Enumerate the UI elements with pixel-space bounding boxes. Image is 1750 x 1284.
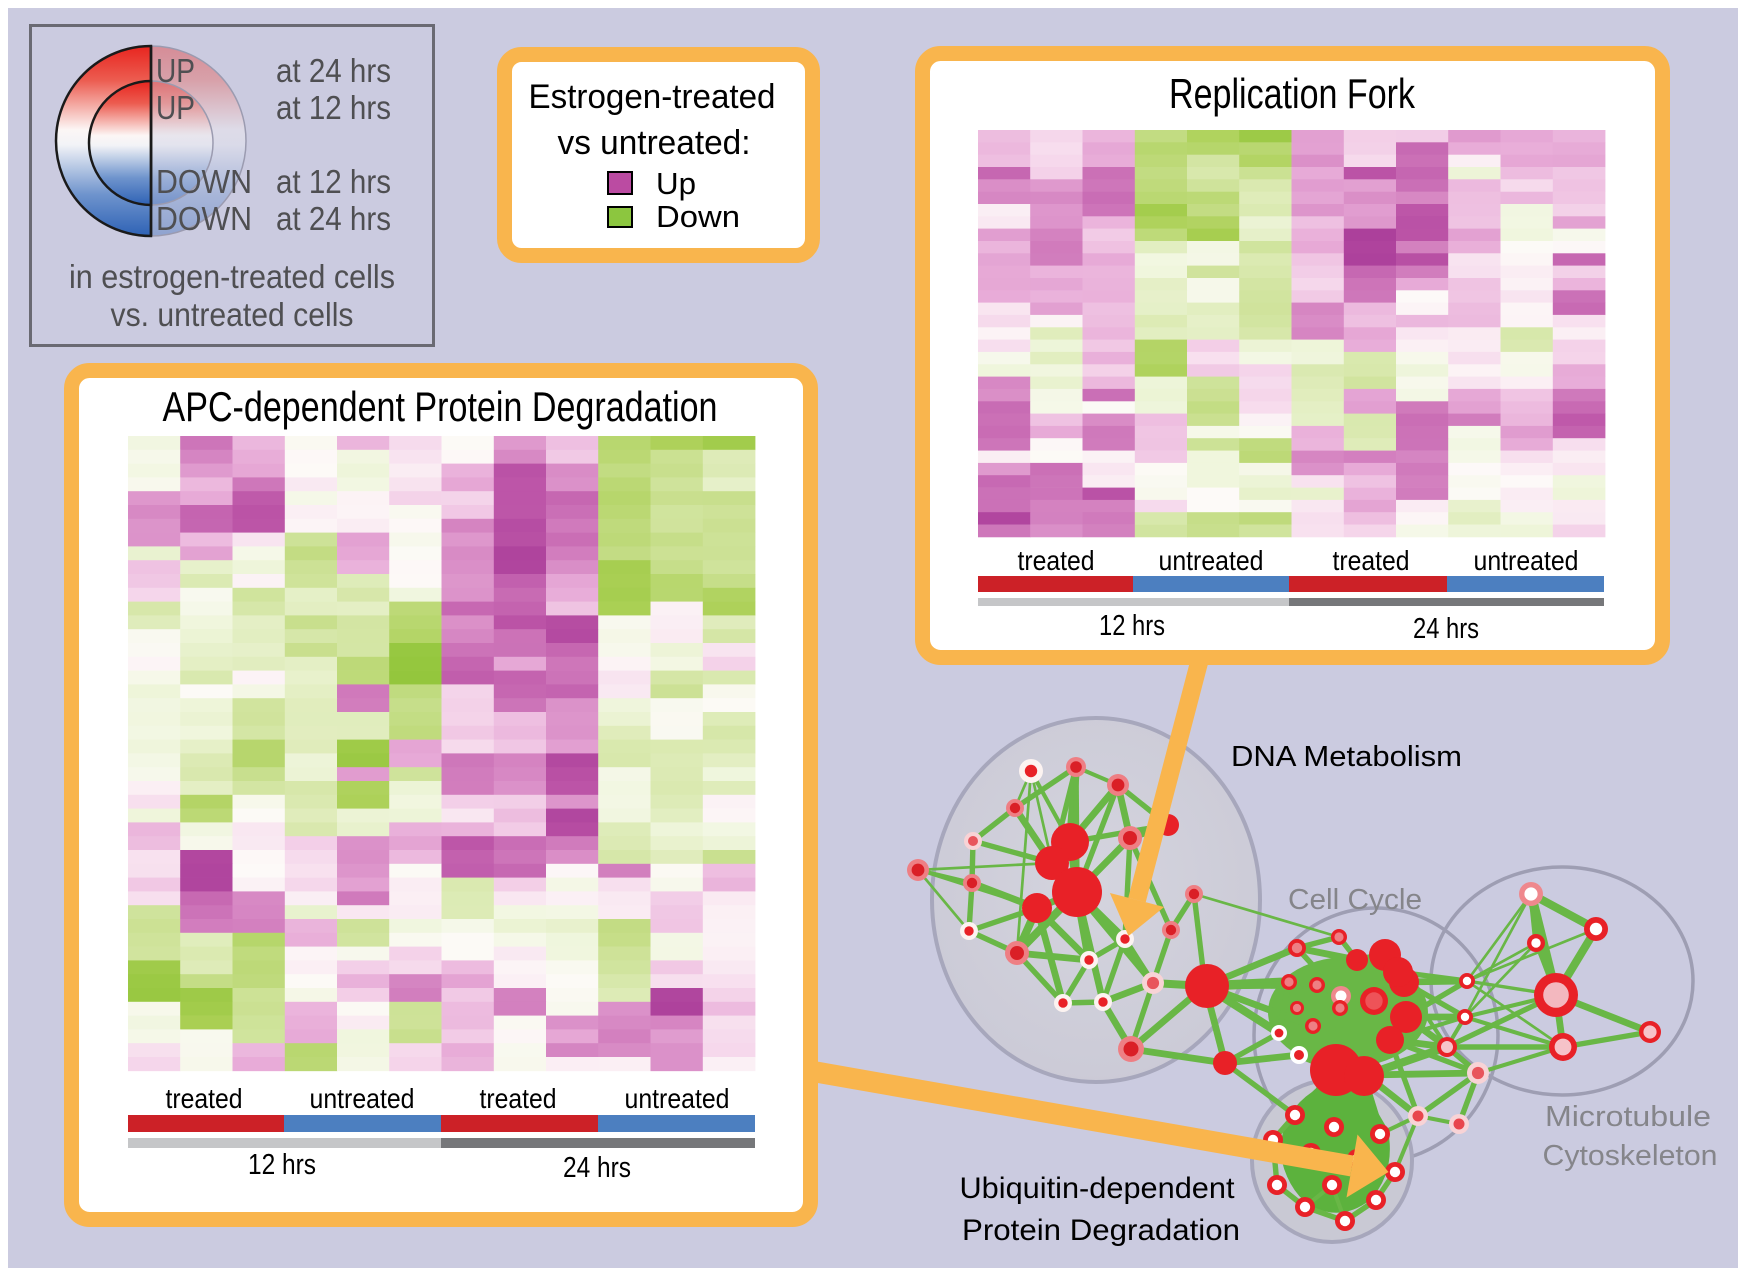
svg-text:Ubiquitin-dependent: Ubiquitin-dependent [960,1172,1236,1205]
svg-text:at 12 hrs: at 12 hrs [276,89,391,126]
svg-text:24 hrs: 24 hrs [563,1152,631,1184]
svg-text:Microtubule: Microtubule [1545,1101,1711,1133]
svg-text:in estrogen-treated cells: in estrogen-treated cells [69,258,395,295]
svg-text:12 hrs: 12 hrs [1099,610,1165,642]
svg-text:24 hrs: 24 hrs [1413,613,1479,645]
svg-text:at 12 hrs: at 12 hrs [276,163,391,200]
svg-text:Down: Down [656,199,740,234]
svg-text:Replication Fork: Replication Fork [1169,70,1416,117]
svg-text:Up: Up [656,166,696,201]
svg-text:untreated: untreated [1159,545,1264,576]
svg-text:treated: treated [166,1083,243,1114]
svg-text:Estrogen-treated: Estrogen-treated [529,78,776,116]
svg-text:treated: treated [1018,545,1095,576]
svg-text:untreated: untreated [625,1083,730,1114]
svg-text:DOWN: DOWN [156,163,252,200]
svg-text:at 24 hrs: at 24 hrs [276,200,391,237]
svg-text:Cytoskeleton: Cytoskeleton [1543,1140,1718,1172]
svg-text:treated: treated [1333,545,1410,576]
svg-text:Cell Cycle: Cell Cycle [1288,884,1422,916]
svg-text:untreated: untreated [1474,545,1579,576]
svg-text:vs. untreated cells: vs. untreated cells [111,296,354,333]
svg-text:APC-dependent Protein Degradat: APC-dependent Protein Degradation [163,383,718,430]
svg-text:Protein Degradation: Protein Degradation [962,1214,1240,1247]
svg-text:vs untreated:: vs untreated: [558,124,751,162]
svg-text:UP: UP [156,52,195,89]
svg-text:at 24 hrs: at 24 hrs [276,52,391,89]
svg-text:12 hrs: 12 hrs [248,1149,316,1181]
svg-text:treated: treated [480,1083,557,1114]
svg-text:UP: UP [156,89,195,126]
svg-text:DNA Metabolism: DNA Metabolism [1231,741,1462,773]
svg-text:untreated: untreated [310,1083,415,1114]
svg-text:DOWN: DOWN [156,200,252,237]
